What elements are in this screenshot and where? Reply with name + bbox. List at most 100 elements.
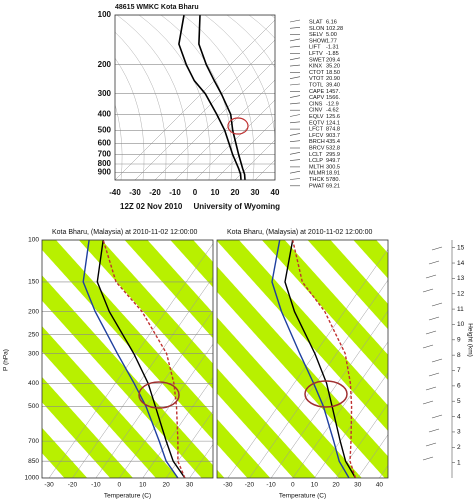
x-tick-label: 10 (311, 482, 319, 489)
y-tick-label: 100 (98, 10, 112, 19)
isotherm (234, 139, 275, 180)
y-tick-label: 400 (98, 109, 112, 118)
barb (289, 140, 301, 142)
wind-barb (422, 288, 434, 293)
wind-barb (428, 316, 440, 321)
profile-line (178, 15, 242, 180)
isotherm (335, 403, 388, 478)
x-tick-label: -20 (149, 188, 161, 197)
index-value: 6.16 (326, 19, 337, 25)
x-axis-label: Temperature (C) (104, 493, 151, 500)
y-tick-label: 150 (28, 279, 39, 286)
barb (289, 57, 301, 61)
isotherm (174, 79, 275, 180)
index-name: SWET (309, 57, 326, 63)
y2-tick-label: 15 (457, 244, 465, 251)
index-name: SLAT (309, 19, 323, 25)
wind-barb (431, 358, 443, 363)
isotherm (119, 343, 213, 478)
x-tick-label: -10 (91, 482, 101, 489)
isotherm (134, 39, 275, 180)
index-value: 5.00 (326, 32, 337, 38)
y2-tick-label: 6 (457, 383, 461, 390)
index-name: LCLT (309, 152, 323, 158)
isotherm (292, 341, 388, 478)
barb (289, 170, 301, 174)
isotherm (249, 279, 388, 478)
index-name: VTOT (309, 76, 324, 82)
index-value: 124.1 (326, 120, 340, 126)
y-tick-label: 200 (98, 60, 112, 69)
barb (289, 159, 301, 161)
index-name: MLTH (309, 164, 324, 170)
index-name: SLON (309, 26, 324, 32)
wind-barb (431, 246, 443, 251)
isotherm (194, 99, 275, 180)
y-tick-label: 100 (28, 237, 39, 244)
barb (289, 19, 301, 23)
y-tick-label: 500 (28, 403, 39, 410)
barb (289, 64, 301, 67)
index-name: CAPV (309, 95, 325, 101)
x-tick-label: 10 (139, 482, 147, 489)
highlight-ellipse (304, 380, 348, 408)
x-tick-label: -30 (129, 188, 141, 197)
x-tick-label: -30 (44, 482, 54, 489)
y-tick-label: 700 (28, 438, 39, 445)
isotherm (154, 59, 275, 180)
profile-line (198, 15, 246, 180)
isotherm (115, 19, 275, 180)
index-value: 532.8 (326, 145, 340, 151)
index-name: LFCV (309, 133, 324, 139)
index-name: LIFT (309, 45, 321, 51)
index-value: 874.8 (326, 127, 340, 133)
y-tick-label: 200 (28, 308, 39, 315)
y-tick-label: 300 (28, 350, 39, 357)
y2-tick-label: 9 (457, 337, 461, 344)
x-tick-label: 0 (291, 482, 295, 489)
y-axis-label: P (hPa) (3, 349, 10, 371)
index-value: -4.62 (326, 108, 339, 114)
profile-line (292, 240, 357, 478)
wind-barb (422, 344, 434, 349)
y-tick-label: 600 (98, 139, 112, 148)
chart-title: 48615 WMKC Kota Bharu (115, 4, 199, 11)
chart-title: Kota Bharu, (Malaysia) at 2010-11-02 12:… (227, 229, 373, 236)
charts: -40 -30 -20 -10 0 10 20 30 401002003004005006007… (3, 4, 474, 500)
index-name: CINS (309, 101, 323, 107)
isotherm (227, 248, 388, 478)
y2-tick-label: 8 (457, 352, 461, 359)
barb (289, 27, 301, 29)
adiabat (182, 15, 255, 180)
isotherm (214, 119, 275, 180)
index-name: BRCV (309, 145, 325, 151)
x-tick-label: -20 (68, 482, 78, 489)
index-value: 5780. (326, 177, 340, 183)
index-value: 903.7 (326, 133, 340, 139)
adiabat (160, 15, 233, 180)
index-value: 102.28 (326, 26, 343, 32)
barb (289, 152, 301, 155)
date-label: 12Z 02 Nov 2010 (120, 202, 183, 211)
x-tick-label: 30 (354, 482, 362, 489)
isotherm (357, 434, 388, 478)
index-value: 949.7 (326, 158, 340, 164)
profile-line (284, 240, 357, 478)
wind-barb (431, 302, 443, 307)
x-tick-label: -30 (223, 482, 233, 489)
adiabat (116, 15, 189, 180)
adiabat (226, 15, 275, 69)
y-tick-label: 300 (98, 89, 112, 98)
wind-barb (425, 386, 437, 391)
index-value: 69.21 (326, 183, 340, 189)
x-tick-label: -10 (266, 482, 276, 489)
index-name: THCK (309, 177, 324, 183)
plot-frame (41, 239, 214, 479)
wind-barb (425, 274, 437, 279)
index-value: 295.9 (326, 152, 340, 158)
index-value: -12.9 (326, 101, 339, 107)
index-value: -1.31 (326, 45, 339, 51)
index-name: LFCT (309, 127, 324, 133)
y2-tick-label: 4 (457, 413, 461, 420)
